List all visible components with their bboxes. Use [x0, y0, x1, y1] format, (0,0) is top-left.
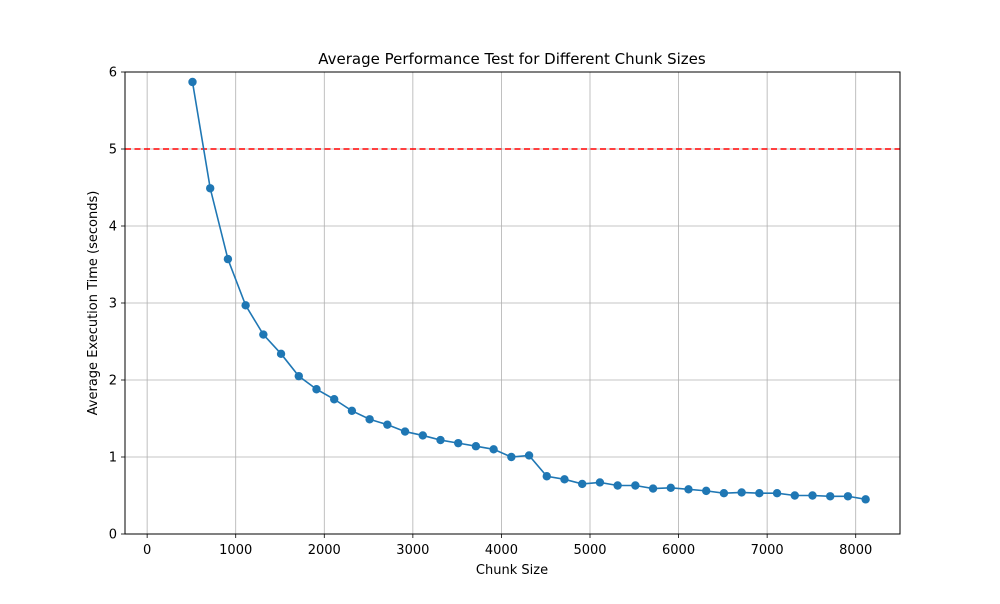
data-point — [790, 491, 799, 500]
data-point — [330, 395, 339, 404]
data-point — [595, 478, 605, 487]
data-point — [188, 77, 197, 87]
data-point — [702, 486, 711, 496]
x-tick-label: 7000 — [751, 543, 784, 558]
y-tick-label: 0 — [109, 528, 117, 543]
data-point — [524, 451, 534, 460]
y-tick-label: 5 — [109, 143, 117, 158]
data-point — [507, 452, 516, 462]
data-point — [454, 438, 463, 448]
data-point — [365, 415, 374, 424]
x-tick-label: 2000 — [308, 543, 341, 558]
x-tick-label: 1000 — [219, 543, 252, 558]
data-point — [436, 435, 445, 445]
y-tick-label: 1 — [109, 451, 117, 466]
data-point — [719, 488, 729, 498]
data-point — [542, 472, 551, 481]
y-tick-label: 2 — [109, 374, 117, 389]
series-group — [188, 77, 870, 504]
data-point — [489, 445, 498, 454]
data-point — [684, 485, 693, 494]
data-point — [276, 349, 286, 359]
data-point — [241, 301, 250, 310]
data-point — [383, 420, 392, 429]
data-point — [471, 442, 481, 451]
data-point — [206, 184, 215, 193]
data-point — [861, 495, 870, 504]
data-point — [418, 431, 427, 440]
data-point — [347, 406, 357, 415]
data-point — [808, 491, 817, 500]
data-point — [648, 484, 658, 493]
x-tick-label: 4000 — [485, 543, 518, 558]
data-point — [613, 481, 622, 490]
ticks: 0 1000 2000 3000 4000 5000 6000 7000 8000 0 1 2 3 4 5 6 — [109, 66, 873, 559]
y-tick-label: 3 — [109, 297, 117, 312]
y-tick-label: 4 — [109, 220, 117, 235]
data-point — [666, 483, 675, 492]
data-point — [294, 371, 303, 381]
y-tick-label: 6 — [109, 66, 117, 81]
data-point — [312, 385, 321, 394]
x-axis-label: Chunk Size — [476, 563, 548, 578]
data-point — [578, 479, 587, 489]
x-tick-label: 0 — [143, 543, 151, 558]
x-tick-label: 3000 — [396, 543, 429, 558]
data-point — [259, 330, 268, 339]
data-point — [400, 427, 410, 436]
data-point — [560, 475, 569, 484]
x-tick-label: 6000 — [662, 543, 695, 558]
x-tick-label: 8000 — [839, 543, 872, 558]
data-point — [755, 488, 764, 498]
x-tick-label: 5000 — [573, 543, 606, 558]
y-axis-label: Average Execution Time (seconds) — [86, 191, 101, 416]
data-point — [223, 254, 233, 264]
data-point — [826, 492, 835, 501]
chart-title: Average Performance Test for Different C… — [318, 50, 706, 68]
data-point — [772, 488, 782, 498]
data-point — [737, 488, 746, 497]
data-point — [631, 481, 640, 490]
data-point — [843, 492, 853, 501]
